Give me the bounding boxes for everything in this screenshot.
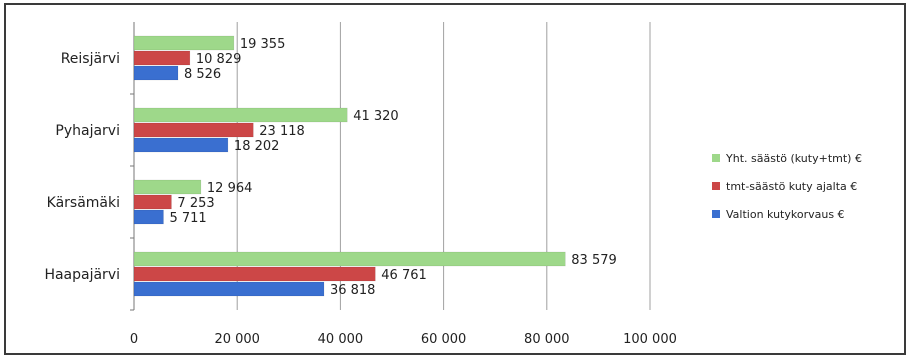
bar-value-label: 46 761 — [381, 268, 427, 283]
legend-swatch — [712, 182, 720, 190]
bar-value-label: 12 964 — [207, 181, 253, 196]
x-tick-label: 20 000 — [214, 332, 260, 347]
bar-value-label: 83 579 — [571, 253, 617, 268]
legend-label: tmt-säästö kuty ajalta € — [726, 180, 857, 193]
category-label: Kärsämäki — [47, 195, 120, 211]
bar-value-label: 41 320 — [353, 109, 399, 124]
bar — [133, 281, 325, 297]
category-label: Reisjärvi — [61, 51, 120, 67]
x-tick-label: 0 — [130, 332, 138, 347]
category-label: Haapajärvi — [44, 267, 120, 283]
bar — [133, 251, 566, 267]
category-label: Pyhajarvi — [55, 123, 120, 139]
bar — [133, 179, 202, 195]
bar — [133, 107, 348, 123]
bar — [133, 35, 235, 51]
bar-value-label: 8 526 — [184, 67, 221, 82]
bar — [133, 194, 172, 210]
bar-value-label: 23 118 — [259, 124, 305, 139]
bar-value-label: 18 202 — [234, 139, 279, 154]
bar-value-label: 19 355 — [240, 37, 286, 52]
bar — [133, 50, 191, 66]
bar-value-label: 5 711 — [169, 211, 206, 226]
x-tick-label: 40 000 — [318, 332, 364, 347]
bar-value-label: 10 829 — [196, 52, 242, 67]
bar — [133, 209, 164, 225]
bar-value-label: 36 818 — [330, 283, 376, 298]
x-tick-label: 100 000 — [623, 332, 677, 347]
bar — [133, 137, 229, 153]
bar-value-label: 7 253 — [177, 196, 214, 211]
bar — [133, 266, 376, 282]
x-tick-label: 60 000 — [421, 332, 467, 347]
legend-label: Valtion kutykorvaus € — [726, 208, 845, 221]
legend-label: Yht. säästö (kuty+tmt) € — [725, 152, 862, 165]
legend-swatch — [712, 210, 720, 218]
legend-swatch — [712, 154, 720, 162]
bar — [133, 65, 179, 81]
x-tick-label: 80 000 — [524, 332, 570, 347]
bar — [133, 122, 254, 138]
